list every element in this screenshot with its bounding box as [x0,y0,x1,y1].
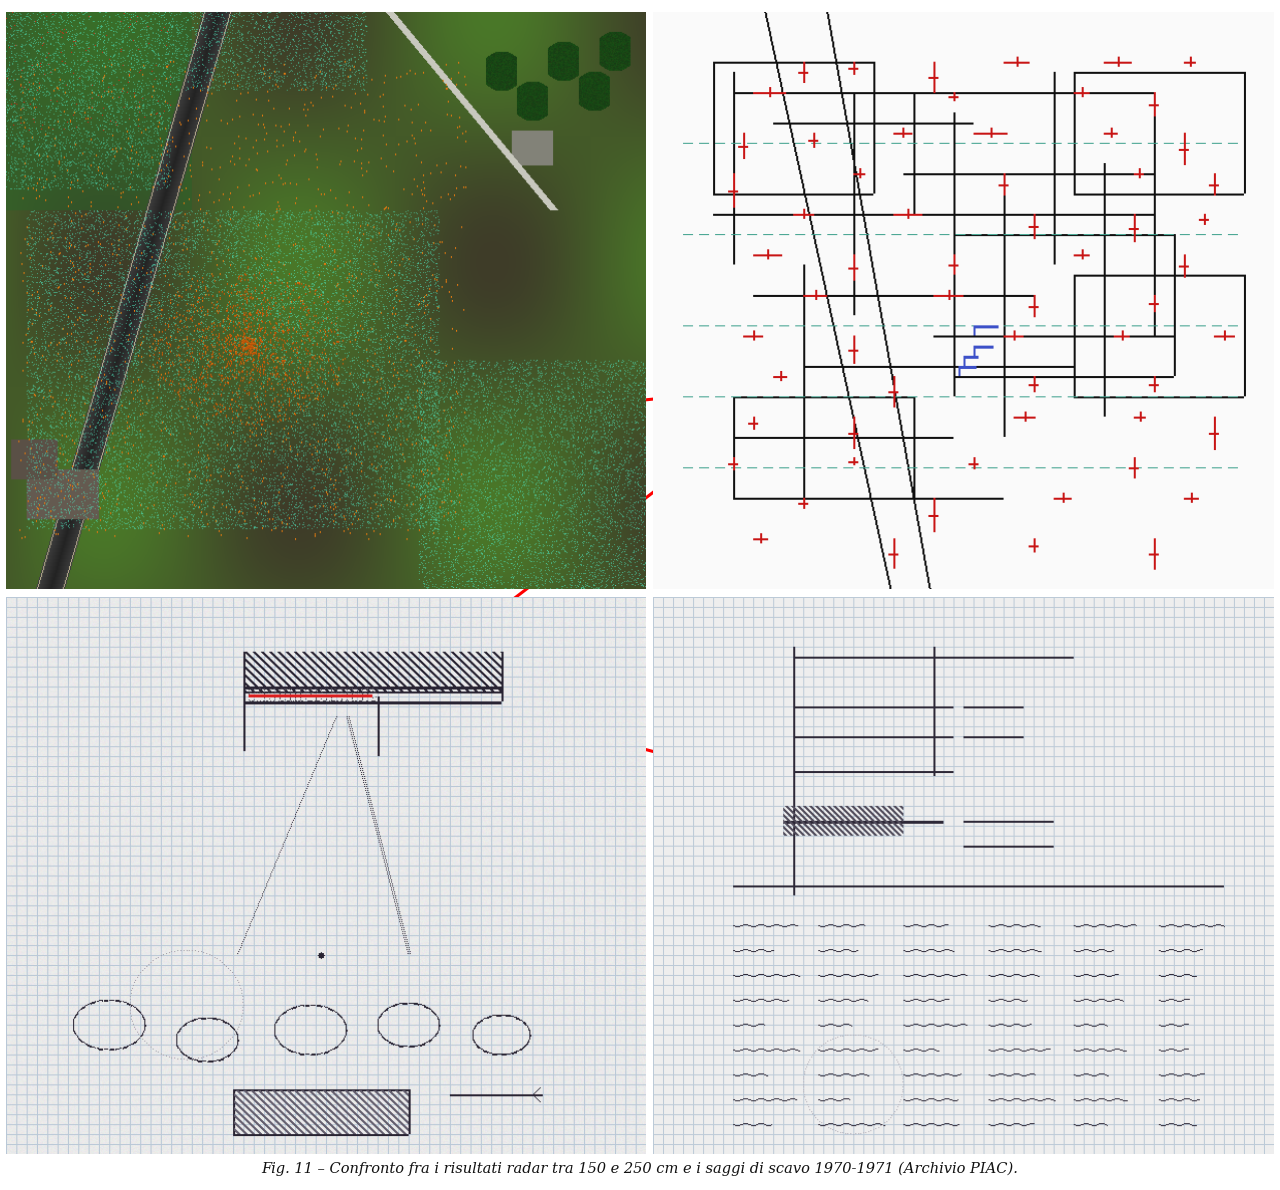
Text: Fig. 11 – Confronto fra i risultati radar tra 150 e 250 cm e i saggi di scavo 19: Fig. 11 – Confronto fra i risultati rada… [261,1161,1019,1176]
